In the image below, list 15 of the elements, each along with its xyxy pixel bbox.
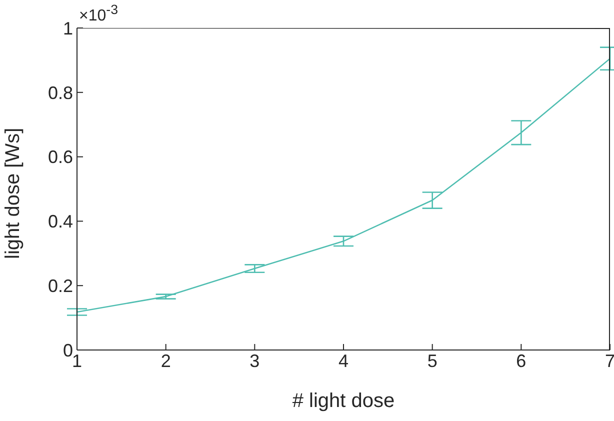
y-axis-title: light dose [Ws] — [2, 128, 24, 259]
x-tick-label: 3 — [250, 350, 260, 371]
x-tick-label: 2 — [160, 350, 171, 371]
x-tick-label: 7 — [604, 350, 614, 371]
y-tick-label: 1 — [62, 18, 73, 38]
x-tick-label: 6 — [516, 350, 526, 371]
y-tick-label: 0.8 — [48, 82, 73, 103]
y-tick-label: 0 — [62, 340, 73, 360]
y-tick-label: 0.2 — [48, 276, 73, 296]
y-tick-label: 0.6 — [48, 147, 73, 168]
x-axis-title: # light dose — [292, 390, 395, 412]
x-tick-label: 5 — [427, 350, 438, 371]
x-tick-label: 4 — [338, 350, 349, 371]
text: ×10$^{-3}$ — [79, 2, 118, 26]
y-tick-label: 0.4 — [48, 212, 73, 232]
